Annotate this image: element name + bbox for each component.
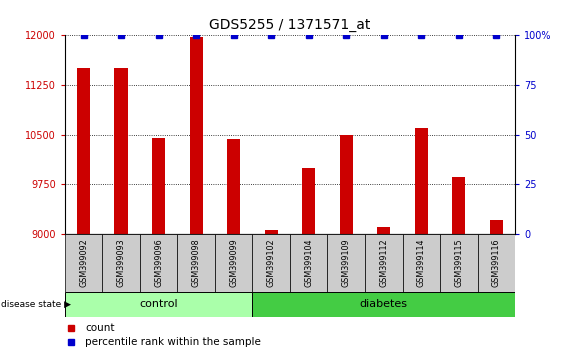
Text: GSM399092: GSM399092 bbox=[79, 239, 88, 287]
Text: GSM399114: GSM399114 bbox=[417, 239, 426, 287]
Bar bbox=[339, 135, 353, 234]
Bar bbox=[265, 230, 278, 234]
Bar bbox=[152, 138, 165, 234]
Text: GSM399112: GSM399112 bbox=[379, 239, 388, 287]
Bar bbox=[328, 234, 365, 292]
Bar bbox=[365, 234, 403, 292]
Bar bbox=[290, 234, 328, 292]
Bar bbox=[227, 139, 240, 234]
Bar bbox=[490, 221, 503, 234]
Bar bbox=[190, 37, 203, 234]
Bar bbox=[252, 292, 515, 317]
Bar bbox=[102, 234, 140, 292]
Text: diabetes: diabetes bbox=[360, 299, 408, 309]
Text: GSM399096: GSM399096 bbox=[154, 239, 163, 287]
Bar bbox=[302, 167, 315, 234]
Bar bbox=[65, 234, 102, 292]
Text: GSM399116: GSM399116 bbox=[492, 239, 501, 287]
Bar bbox=[252, 234, 290, 292]
Title: GDS5255 / 1371571_at: GDS5255 / 1371571_at bbox=[209, 18, 370, 32]
Bar bbox=[177, 234, 215, 292]
Bar bbox=[377, 227, 390, 234]
Text: percentile rank within the sample: percentile rank within the sample bbox=[85, 337, 261, 348]
Bar bbox=[403, 234, 440, 292]
Bar bbox=[215, 234, 252, 292]
Bar bbox=[415, 128, 428, 234]
Text: GSM399098: GSM399098 bbox=[191, 239, 200, 287]
Text: GSM399109: GSM399109 bbox=[342, 239, 351, 287]
Text: count: count bbox=[85, 322, 114, 332]
Bar bbox=[140, 234, 177, 292]
Bar bbox=[65, 292, 252, 317]
Text: control: control bbox=[139, 299, 178, 309]
Text: disease state ▶: disease state ▶ bbox=[1, 300, 71, 309]
Text: GSM399102: GSM399102 bbox=[267, 239, 276, 287]
Bar bbox=[77, 68, 90, 234]
Text: GSM399115: GSM399115 bbox=[454, 239, 463, 287]
Text: GSM399093: GSM399093 bbox=[117, 239, 126, 287]
Bar bbox=[114, 68, 128, 234]
Bar bbox=[440, 234, 477, 292]
Text: GSM399099: GSM399099 bbox=[229, 239, 238, 287]
Bar bbox=[452, 177, 466, 234]
Bar bbox=[477, 234, 515, 292]
Text: GSM399104: GSM399104 bbox=[304, 239, 313, 287]
